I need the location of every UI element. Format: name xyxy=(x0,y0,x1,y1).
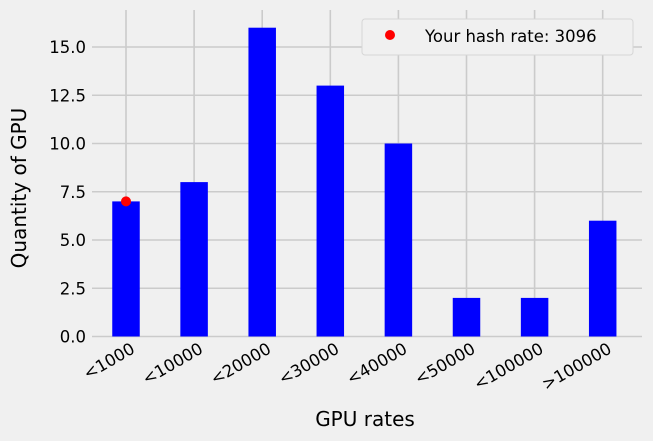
legend-entry-label: Your hash rate: 3096 xyxy=(424,27,597,46)
y-tick-label: 12.5 xyxy=(49,86,86,105)
legend: Your hash rate: 3096 xyxy=(361,18,634,56)
y-tick-label: 5.0 xyxy=(60,231,86,250)
x-tick-label: <20000 xyxy=(207,339,274,389)
y-axis-label: Quantity of GPU xyxy=(7,108,31,269)
y-tick-label: 0.0 xyxy=(60,328,86,347)
legend-box xyxy=(361,18,634,56)
marker-layer xyxy=(121,196,131,207)
x-tick-label: <10000 xyxy=(139,339,206,389)
bars-layer xyxy=(112,27,617,337)
bar xyxy=(384,143,413,337)
grid-layer xyxy=(92,10,642,338)
legend-marker-icon xyxy=(385,30,395,40)
bar xyxy=(588,220,617,337)
x-tick-label: <50000 xyxy=(412,339,479,389)
y-tick-label: 7.5 xyxy=(60,183,86,202)
x-tick-label: <40000 xyxy=(343,339,410,389)
bar xyxy=(112,201,140,337)
bar xyxy=(452,297,481,337)
x-axis-label: GPU rates xyxy=(315,407,415,431)
bar xyxy=(316,85,345,337)
x-tick-label: <1000 xyxy=(80,339,138,383)
y-tick-label: 2.5 xyxy=(60,279,86,298)
bar xyxy=(248,27,276,337)
y-tick-label: 15.0 xyxy=(49,38,86,57)
x-tick-label: <30000 xyxy=(275,339,342,389)
x-tick-label: <100000 xyxy=(471,339,547,394)
hash-rate-marker xyxy=(121,196,131,207)
y-tick-label: 10.0 xyxy=(49,135,86,154)
bar xyxy=(180,182,208,337)
bar xyxy=(520,297,549,337)
x-tick-label: >100000 xyxy=(539,339,615,394)
